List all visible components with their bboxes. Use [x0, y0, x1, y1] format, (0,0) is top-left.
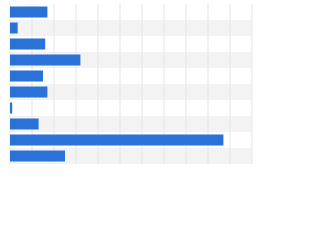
row-band: [10, 20, 252, 36]
bar: [10, 38, 46, 50]
bar: [10, 22, 18, 34]
bar: [10, 6, 48, 18]
chart: [9, 4, 253, 164]
bar: [10, 118, 39, 130]
page: (() => { const data = JSON.parse(documen…: [9, 4, 253, 164]
row-band: [10, 116, 252, 132]
bar: [10, 134, 224, 146]
bar: [10, 150, 65, 162]
row-band: [10, 84, 252, 100]
bar: [10, 70, 43, 82]
bar: [10, 86, 48, 98]
bar: [10, 102, 13, 114]
row-band: [10, 148, 252, 164]
bar: [10, 54, 81, 66]
